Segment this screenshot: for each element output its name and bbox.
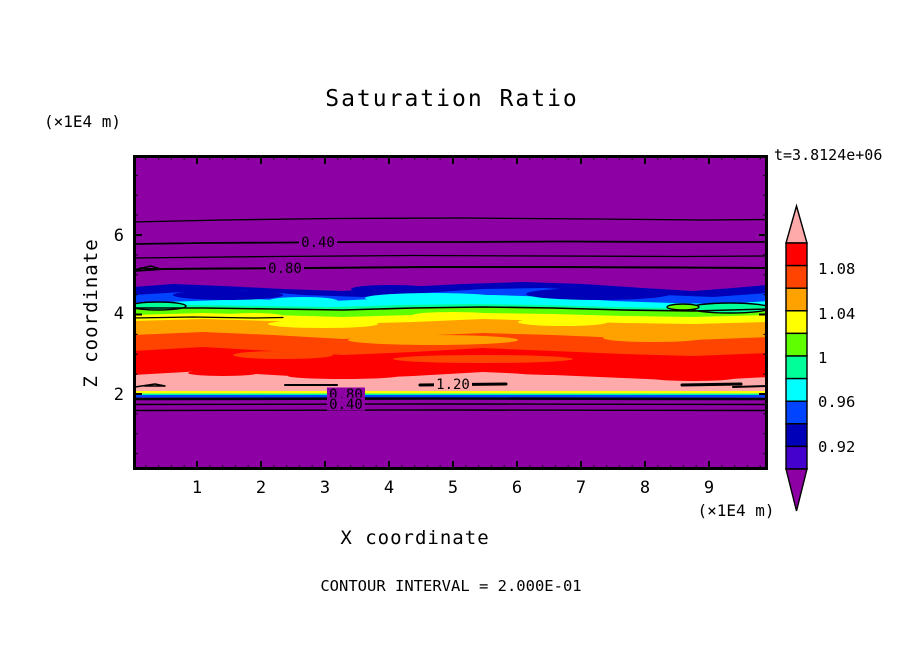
z-axis-unit-label: (×1E4 m) (44, 112, 122, 131)
contour-label-bg (327, 387, 365, 401)
colorbar-label-1: 1 (818, 349, 828, 367)
colorbar-segment (785, 332, 808, 357)
contour-labels: 0.400.801.200.800.40 (266, 235, 472, 413)
colorbar-above-range-arrow (785, 203, 808, 244)
contour-line (133, 254, 768, 259)
contour-line (133, 240, 768, 245)
contour-label: 0.40 (301, 235, 335, 251)
contour-line (133, 397, 768, 401)
blob (603, 334, 703, 342)
x-tick-label-8: 8 (639, 478, 651, 498)
z-tick-label-4: 4 (113, 304, 124, 324)
blob (510, 369, 606, 375)
contour-line (133, 217, 768, 223)
blob (518, 318, 608, 326)
color-blobs (133, 285, 768, 381)
contour-line (133, 316, 284, 319)
contour-line (732, 385, 768, 388)
z-axis-title: Z coordinate (80, 238, 102, 388)
contour-label: 1.20 (436, 377, 470, 393)
band-purple-bottom (133, 397, 768, 470)
time-label: t=3.8124e+06 (774, 146, 883, 164)
blob (268, 297, 338, 305)
colorbar-segment (785, 310, 808, 335)
contour-line (680, 382, 743, 387)
x-tick-label-1: 1 (191, 478, 203, 498)
blob (526, 288, 670, 300)
contour-line (133, 403, 768, 406)
colorbar-segment (785, 242, 808, 267)
colorbar-label-0-96: 0.96 (818, 393, 856, 411)
x-tick-label-6: 6 (511, 478, 523, 498)
blob (188, 370, 258, 376)
contour-label: 0.40 (329, 397, 363, 413)
contour-line (134, 383, 166, 388)
colorbar-segment (785, 423, 808, 448)
blob (288, 373, 398, 379)
colorbar-label-1-08: 1.08 (818, 260, 856, 278)
contour-label-bg (327, 397, 365, 411)
blob (651, 375, 735, 381)
colorbar-segment (785, 445, 808, 470)
contour-lines (133, 217, 768, 412)
z-tick-label-6: 6 (113, 226, 124, 246)
blob (268, 320, 378, 328)
x-tick-label-4: 4 (383, 478, 395, 498)
colorbar-segment (785, 287, 808, 312)
contour-label-bg (434, 377, 472, 391)
blob (666, 303, 700, 311)
blob (348, 335, 518, 345)
x-tick-label-3: 3 (319, 478, 331, 498)
colorbar-segment (785, 355, 808, 380)
blob (413, 312, 493, 318)
contour-label: 0.80 (268, 261, 302, 277)
contour-line (133, 409, 768, 412)
x-tick-label-5: 5 (447, 478, 459, 498)
contour-label-bg (299, 235, 337, 249)
blob (351, 285, 431, 293)
blob (365, 293, 501, 303)
plot-border (133, 155, 768, 470)
colorbar-label-0-92: 0.92 (818, 438, 856, 456)
page-title: Saturation Ratio (325, 86, 579, 112)
x-tick-label-9: 9 (703, 478, 715, 498)
colorbar-segment (785, 377, 808, 402)
x-axis-title: X coordinate (340, 527, 490, 549)
contour-interval-note: CONTOUR INTERVAL = 2.000E-01 (320, 577, 582, 595)
contour-label-bg (266, 261, 304, 275)
blob (173, 290, 283, 300)
colorbar-segment (785, 264, 808, 289)
colorbar (785, 203, 808, 512)
x-tick-label-7: 7 (575, 478, 587, 498)
contour-line (133, 266, 768, 272)
contour-line (133, 306, 768, 312)
colorbar-segment (785, 400, 808, 425)
x-tick-label-2: 2 (255, 478, 267, 498)
colorbar-below-range-arrow (785, 468, 808, 512)
contour-line (133, 265, 161, 271)
blob (233, 351, 333, 359)
blob (393, 355, 573, 363)
z-tick-label-2: 2 (113, 385, 124, 405)
contour-plot-canvas: 0.400.801.200.800.40 (133, 155, 768, 470)
colorbar-label-1-04: 1.04 (818, 305, 856, 323)
x-axis-unit-label: (×1E4 m) (697, 501, 775, 520)
